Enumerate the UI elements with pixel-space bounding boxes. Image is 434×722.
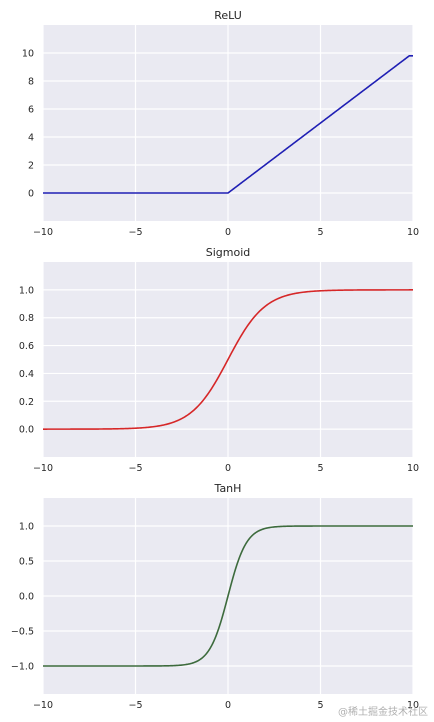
x-tick-label: −5 xyxy=(128,227,142,238)
y-tick-label: −1.0 xyxy=(11,662,34,673)
chart-relu: −10 −5 0 5 10 0 2 4 6 8 10 ReLU xyxy=(22,9,419,238)
x-tick-label: −5 xyxy=(128,700,142,711)
y-tick-label: 8 xyxy=(28,77,34,88)
x-tick-label: −5 xyxy=(128,463,142,474)
series-line xyxy=(43,55,413,194)
y-tick-label: 1.0 xyxy=(19,285,34,296)
x-tick-label: −10 xyxy=(33,463,53,474)
y-tick-label: 0.8 xyxy=(19,313,34,324)
x-tick-label: 10 xyxy=(407,227,419,238)
y-tick-label: 2 xyxy=(28,161,34,172)
y-tick-label: 0.0 xyxy=(19,425,34,436)
y-tick-label: 10 xyxy=(22,49,34,60)
y-tick-label: 0.6 xyxy=(19,341,34,352)
y-tick-label: 0.4 xyxy=(19,369,34,380)
chart-title: ReLU xyxy=(214,9,242,22)
chart-title: Sigmoid xyxy=(206,246,251,259)
x-tick-label: −10 xyxy=(33,227,53,238)
y-tick-label: 0.0 xyxy=(19,592,34,603)
y-tick-label: 0 xyxy=(28,189,34,200)
x-tick-label: 0 xyxy=(225,227,231,238)
x-tick-label: 5 xyxy=(317,463,323,474)
x-tick-label: 10 xyxy=(407,700,419,711)
chart-title: TanH xyxy=(214,482,242,495)
y-tick-label: 6 xyxy=(28,105,34,116)
y-tick-label: −0.5 xyxy=(11,627,34,638)
y-tick-label: 0.2 xyxy=(19,397,34,408)
y-tick-label: 0.5 xyxy=(19,557,34,568)
x-tick-label: 5 xyxy=(317,227,323,238)
x-tick-label: 5 xyxy=(317,700,323,711)
y-tick-label: 1.0 xyxy=(19,522,34,533)
x-tick-label: −10 xyxy=(33,700,53,711)
y-tick-label: 4 xyxy=(28,133,34,144)
series-line xyxy=(43,289,413,430)
x-tick-label: 0 xyxy=(225,463,231,474)
series-line xyxy=(43,525,413,667)
x-tick-label: 10 xyxy=(407,463,419,474)
chart-tanh: −10 −5 0 5 10 −1.0 −0.5 0.0 0.5 1.0 TanH xyxy=(11,482,419,711)
x-tick-label: 0 xyxy=(225,700,231,711)
chart-sigmoid: −10 −5 0 5 10 0.0 0.2 0.4 0.6 0.8 1.0 Sigmoid xyxy=(19,246,419,474)
watermark-text: @稀土掘金技术社区 xyxy=(338,707,428,718)
